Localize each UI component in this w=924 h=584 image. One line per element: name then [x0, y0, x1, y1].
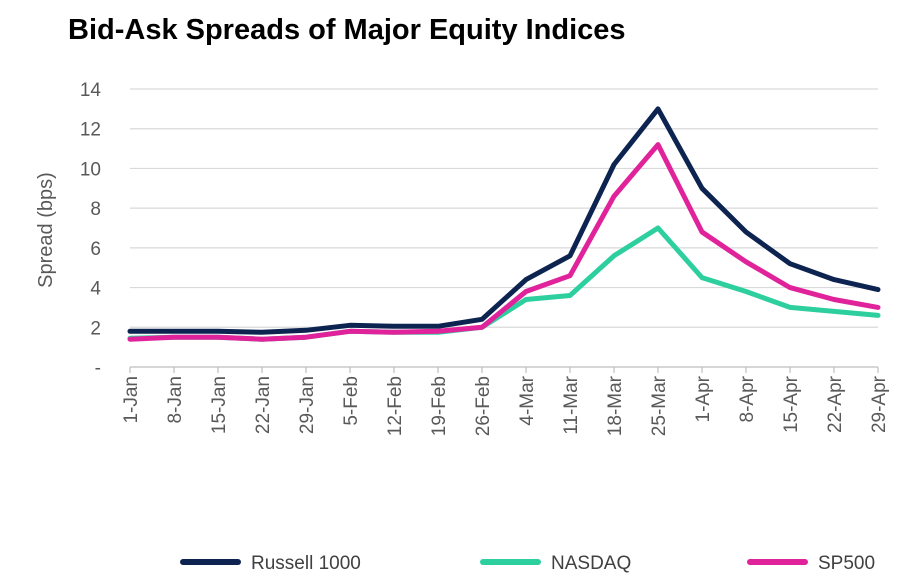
legend-label-nasdaq: NASDAQ: [551, 553, 631, 574]
gridlines: [130, 89, 878, 327]
x-tick-label: 12-Feb: [385, 376, 406, 436]
x-tick-label: 4-Mar: [517, 375, 538, 425]
x-tick-label: 18-Mar: [605, 375, 626, 436]
series-lines: [130, 109, 878, 339]
x-tick-label: 15-Jan: [209, 376, 230, 434]
y-tick-label: 8: [90, 199, 101, 220]
x-tick-label: 22-Jan: [253, 376, 274, 434]
x-tick-label: 8-Jan: [165, 376, 186, 424]
x-tick-label: 29-Apr: [869, 375, 890, 433]
x-tick-label: 19-Feb: [429, 376, 450, 436]
x-tick-label: 11-Mar: [561, 375, 582, 434]
y-tick-label: 6: [90, 239, 101, 260]
x-tick-label: 29-Jan: [297, 376, 318, 434]
x-axis: 1-Jan 8-Jan 15-Jan 22-Jan 29-Jan 5-Feb 12-Feb 1…: [121, 367, 890, 436]
y-axis-ticks: - 2 4 6 8 10 12 14: [80, 80, 102, 379]
y-tick-label: -: [95, 358, 101, 379]
legend-label-sp500: SP500: [818, 553, 875, 574]
x-tick-label: 1-Apr: [693, 375, 714, 422]
x-tick-label: 15-Apr: [781, 375, 802, 433]
legend: Russell 1000 NASDAQ SP500: [183, 553, 875, 574]
y-tick-label: 2: [90, 318, 101, 339]
line-chart: - 2 4 6 8 10 12 14 1-Jan 8-Jan 15-Jan 22-Jan 29-Jan…: [0, 0, 924, 584]
x-tick-label: 1-Jan: [121, 376, 142, 424]
x-tick-label: 5-Feb: [341, 376, 362, 426]
series-line-sp500: [130, 145, 878, 340]
x-tick-label: 22-Apr: [825, 375, 846, 433]
y-tick-label: 10: [80, 159, 101, 180]
x-tick-label: 26-Feb: [473, 376, 494, 436]
y-tick-label: 4: [90, 279, 101, 300]
legend-label-russell-1000: Russell 1000: [251, 553, 361, 574]
x-tick-label: 25-Mar: [649, 375, 670, 436]
y-tick-label: 14: [80, 80, 102, 101]
y-axis-title: Spread (bps): [35, 172, 57, 288]
x-tick-label: 8-Apr: [737, 375, 758, 422]
y-tick-label: 12: [80, 120, 101, 141]
